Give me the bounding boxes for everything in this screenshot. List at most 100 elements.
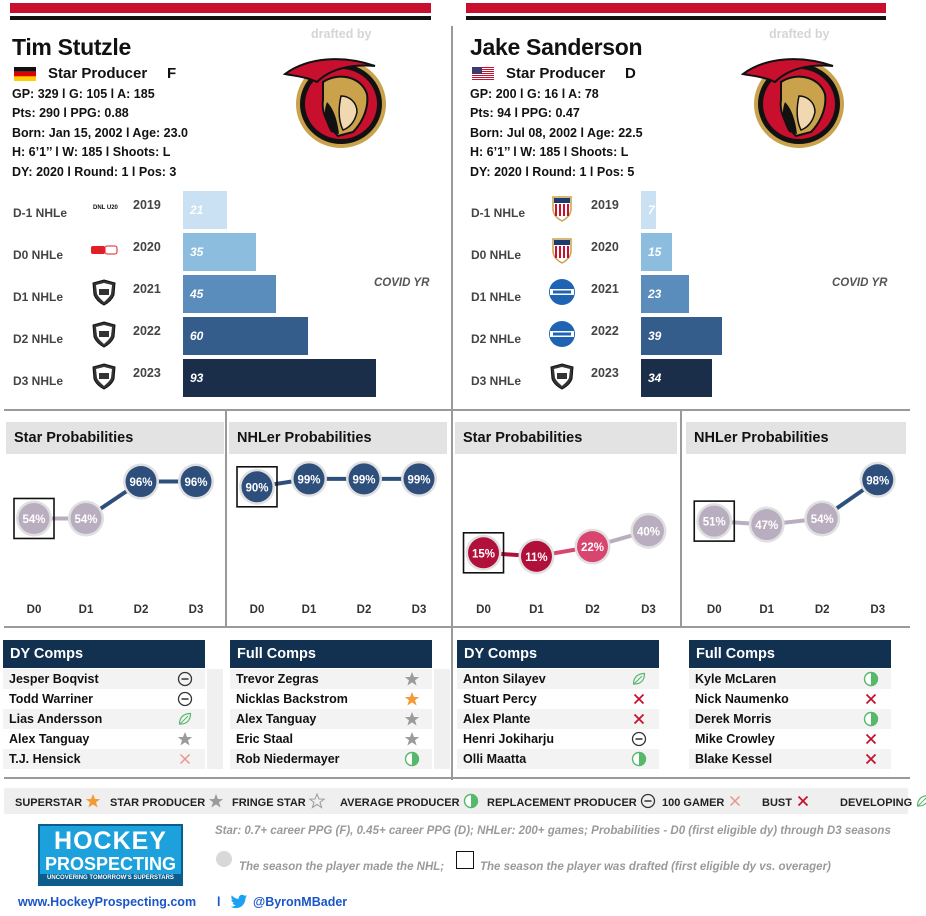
nhle-bar: 39	[641, 317, 722, 355]
legend-label: FRINGE STAR	[232, 797, 306, 809]
comp-player-name: Stuart Percy	[463, 692, 537, 706]
season-label: D-1 NHLe	[13, 206, 68, 220]
star-producer-icon	[404, 731, 420, 747]
comp-row[interactable]: Derek Morris	[689, 709, 891, 729]
comp-row[interactable]: Nicklas Backstrom	[230, 689, 432, 709]
top-red-bar-left	[10, 3, 431, 13]
comp-row[interactable]: Nick Naumenko	[689, 689, 891, 709]
ntdp-stripe	[559, 204, 561, 216]
stripe-red	[14, 71, 36, 77]
website-link[interactable]: www.HockeyProspecting.com	[18, 895, 197, 909]
center-divider	[451, 26, 453, 410]
stripe-red	[472, 71, 494, 72]
stripe-red	[472, 77, 494, 78]
nhle-bar: 34	[641, 359, 712, 397]
section-divider-mid	[4, 626, 910, 628]
section-divider-top	[4, 409, 910, 411]
ntdp-stripe	[555, 246, 557, 258]
comp-player-name: Mike Crowley	[695, 732, 775, 746]
ottawa-senators-logo	[283, 58, 386, 148]
bust-x-icon	[631, 711, 647, 727]
star-shape	[308, 792, 326, 809]
comp-row[interactable]: Olli Maatta	[457, 749, 659, 769]
comp-row[interactable]: Henri Jokiharju	[457, 729, 659, 749]
nhle-value: 35	[190, 245, 204, 259]
bust-x-icon-svg	[865, 753, 877, 765]
legend-item: REPLACEMENT PRODUCER	[487, 793, 656, 809]
player-card-right: Jake Sanderson Star Producer D GP: 200 l G:…	[458, 0, 910, 410]
footer-note-criteria: Star: 0.7+ career PPG (F), 0.45+ career …	[215, 825, 891, 837]
bust-x-icon	[631, 691, 647, 707]
hockey-prospecting-logo[interactable]: HOCKEY PROSPECTING UNCOVERING TOMORROW'S…	[38, 824, 183, 886]
bust-x-icon-svg	[865, 693, 877, 705]
half-fill	[470, 794, 478, 808]
comp-row[interactable]: Alex Tanguay	[230, 709, 432, 729]
comp-row[interactable]: Blake Kessel	[689, 749, 891, 769]
prob-x-label: D0	[250, 604, 265, 616]
legend-item: STAR PRODUCER	[110, 793, 224, 809]
prob-divider-1	[225, 410, 227, 628]
comp-player-name: Trevor Zegras	[236, 672, 319, 686]
nhl-league-icon	[90, 362, 118, 395]
developing-leaf-icon	[177, 711, 193, 727]
comp-row[interactable]: Rob Niedermayer	[230, 749, 432, 769]
ntdp-top	[554, 240, 570, 245]
comp-row[interactable]: Mike Crowley	[689, 729, 891, 749]
league-icon-svg	[552, 196, 572, 222]
hundred-gamer-x-icon	[177, 751, 193, 767]
player-position: F	[167, 65, 177, 82]
nhle-value: 15	[648, 245, 662, 259]
fringe-star-icon	[308, 792, 326, 809]
season-year: 2021	[133, 282, 161, 296]
fringe-star-icon-svg	[308, 792, 326, 809]
player-card-left: Tim Stutzle Star Producer F GP: 329 l G: 10…	[0, 0, 452, 410]
stripe-red	[472, 79, 494, 80]
comp-row[interactable]: Alex Plante	[457, 709, 659, 729]
stripe-red	[472, 73, 494, 74]
dnl-text: DNL U20	[93, 205, 118, 211]
comp-row[interactable]: Anton Silayev	[457, 669, 659, 689]
prob-point	[632, 515, 664, 547]
ntdp-stripe	[559, 246, 561, 258]
half-fill	[871, 672, 878, 686]
comps-scrollbar[interactable]	[434, 669, 450, 769]
leaf-vein	[633, 675, 643, 685]
drafted-box	[462, 532, 505, 574]
drafted-by-label: drafted by	[769, 27, 830, 41]
stat-line: Born: Jan 15, 2002 l Age: 23.0	[12, 125, 189, 140]
comp-row[interactable]: Lias Andersson	[3, 709, 205, 729]
comp-player-name: Lias Andersson	[9, 712, 103, 726]
replacement-minus-circle-icon-svg	[640, 793, 655, 809]
average-half-circle-icon	[463, 793, 479, 809]
season-year: 2022	[591, 324, 619, 338]
bust-x-icon-svg	[633, 713, 645, 725]
legend-item: 100 GAMER	[662, 793, 743, 809]
legend-label: STAR PRODUCER	[110, 797, 206, 809]
comp-row[interactable]: Kyle McLaren	[689, 669, 891, 689]
season-year: 2023	[591, 366, 619, 380]
comp-row[interactable]: Alex Tanguay	[3, 729, 205, 749]
comp-row[interactable]: Todd Warriner	[3, 689, 205, 709]
comp-row[interactable]: Trevor Zegras	[230, 669, 432, 689]
player-type: Star Producer	[48, 65, 148, 82]
nhl-letters	[99, 373, 109, 379]
ntdp-league-icon	[548, 236, 576, 269]
nhl-prob-panel-left: NHLer Probabilities 90% D0 99% D1 99% D2 99% D3	[229, 422, 447, 622]
logo-tagline: UNCOVERING TOMORROW'S SUPERSTARS	[40, 874, 181, 884]
comps-scrollbar[interactable]	[207, 669, 223, 769]
season-label: D0 NHLe	[471, 248, 522, 262]
twitter-icon[interactable]	[230, 894, 248, 910]
comp-row[interactable]: T.J. Hensick	[3, 749, 205, 769]
twitter-handle[interactable]: @ByronMBader	[253, 895, 348, 909]
comp-row[interactable]: Eric Staal	[230, 729, 432, 749]
bust-x-icon-svg	[865, 733, 877, 745]
star-producer-icon	[208, 793, 224, 809]
prob-line-chart: 54% D0 54% D1 96% D2 96% D3	[13, 463, 214, 616]
comp-row[interactable]: Jesper Boqvist	[3, 669, 205, 689]
season-year: 2022	[133, 324, 161, 338]
comp-player-name: Nicklas Backstrom	[236, 692, 348, 706]
prob-line-chart: 90% D0 99% D1 99% D2 99% D3	[236, 460, 437, 616]
league-icon-svg	[92, 363, 116, 390]
comp-row[interactable]: Stuart Percy	[457, 689, 659, 709]
drafted-box	[13, 497, 55, 540]
